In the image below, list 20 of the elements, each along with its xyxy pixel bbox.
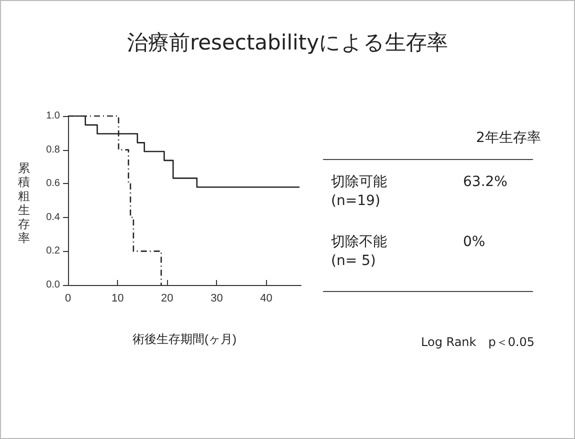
x-tick-label: 30 [210, 292, 223, 304]
text: Log Rank p＜0.05 [421, 334, 535, 351]
y-tick-label: 1.0 [46, 110, 60, 122]
y-tick-label: 0.8 [46, 144, 60, 156]
x-tick-label: 40 [260, 292, 272, 304]
text: 切除不能 (n= 5) [331, 233, 387, 271]
text: 2年生存率 [476, 129, 541, 148]
x-axis-title: 術後生存期間(ヶ月) [132, 332, 236, 346]
x-tick-label: 10 [111, 292, 124, 304]
chart-title: 治療前resectabilityによる生存率 [126, 30, 448, 54]
text: 0% [463, 233, 486, 252]
y-tick-label: 0.2 [46, 246, 60, 257]
y-tick-label: 0.4 [46, 212, 60, 223]
y-axis-title: 累積粗生存率 [17, 161, 31, 245]
y-tick-label: 0.6 [46, 178, 60, 190]
y-tick-label: 0.0 [46, 280, 60, 290]
text: 切除可能 (n=19) [331, 173, 387, 211]
text: 63.2% [463, 173, 508, 192]
x-tick-label: 0 [64, 292, 72, 304]
x-tick-label: 20 [161, 292, 174, 304]
